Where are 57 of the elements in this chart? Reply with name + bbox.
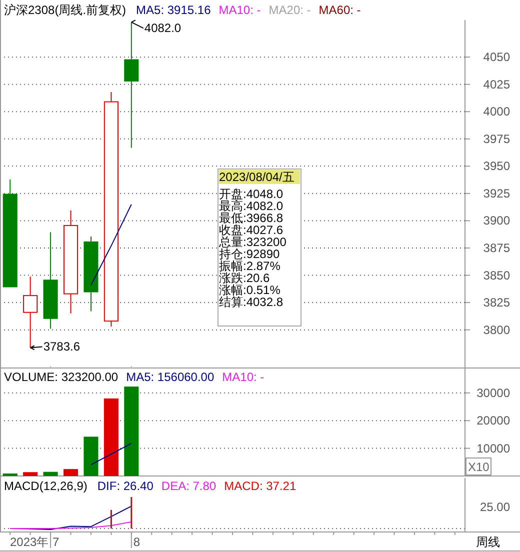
- text: 2023年: [10, 535, 49, 549]
- legend-label: MA10: -: [222, 370, 264, 384]
- y-tick-label: 3800: [483, 322, 510, 337]
- bar: [43, 472, 58, 476]
- text: 周线: [476, 535, 500, 549]
- text: 25.00: [480, 500, 510, 514]
- text: MACD: 37.21: [224, 479, 296, 493]
- annotation: 4082.0: [144, 21, 182, 36]
- candlestick: [43, 232, 58, 330]
- legend-label: MA20: -: [268, 3, 311, 17]
- legend-label: MA10: -: [218, 3, 261, 17]
- y-tick-label: 4050: [483, 50, 510, 64]
- annotation: 2023/08/04/五: [219, 170, 294, 184]
- annotation: 最低:3966.8: [219, 211, 284, 225]
- bar: [63, 469, 78, 476]
- candlestick: [104, 92, 118, 328]
- y-tick-label: 3925: [483, 186, 510, 200]
- annotation: 最高:4082.0: [219, 199, 284, 213]
- candlestick: [124, 22, 139, 148]
- annotation: 振幅:2.87%: [219, 259, 281, 273]
- annotation: 总量:323200: [218, 235, 287, 249]
- x-tick-label: 7: [52, 535, 60, 549]
- annotation: 收盘:4027.6: [219, 223, 284, 237]
- candlestick: [23, 276, 38, 348]
- chart-title: 沪深2308(周线.前复权): [4, 3, 126, 17]
- text: MA5: 156060.00: [126, 370, 214, 384]
- y-tick-label: 4000: [483, 104, 510, 119]
- annotation: 涨幅:0.51%: [219, 283, 281, 297]
- text: X10: [468, 460, 490, 474]
- series-label: VOLUME: 323200.00: [4, 370, 118, 384]
- candlestick: [84, 236, 98, 312]
- annotation: 结算:4032.8: [219, 295, 284, 309]
- chart-title: MACD(12,26,9): [4, 479, 88, 493]
- y-tick-label: 10000: [476, 441, 510, 456]
- candlestick: [63, 210, 78, 314]
- text: MA5: 3915.16: [136, 3, 212, 17]
- annotation: 开盘:4048.0: [219, 187, 284, 201]
- bar: [84, 436, 98, 476]
- annotation: 涨跌:20.6: [219, 271, 270, 285]
- series-label: DIF: 26.40: [97, 479, 154, 493]
- y-tick-label: 4025: [483, 77, 510, 92]
- annotation: 3783.6: [43, 340, 80, 354]
- y-tick-label: 30000: [476, 386, 510, 400]
- bar: [124, 386, 139, 476]
- legend-label: MA60: -: [318, 3, 361, 17]
- y-tick-label: 3975: [483, 132, 510, 146]
- y-tick-label: 20000: [476, 414, 510, 428]
- bar: [104, 398, 118, 476]
- y-tick-label: 3825: [483, 296, 510, 310]
- text: DEA: 7.80: [161, 479, 216, 493]
- y-tick-label: 3850: [483, 268, 510, 282]
- annotation: 持仓:92890: [219, 247, 280, 261]
- y-tick-label: 3950: [483, 159, 510, 174]
- y-tick-label: 3875: [483, 241, 510, 255]
- bar: [23, 472, 38, 476]
- x-tick-label: 8: [133, 535, 140, 549]
- y-tick-label: 3900: [483, 214, 510, 228]
